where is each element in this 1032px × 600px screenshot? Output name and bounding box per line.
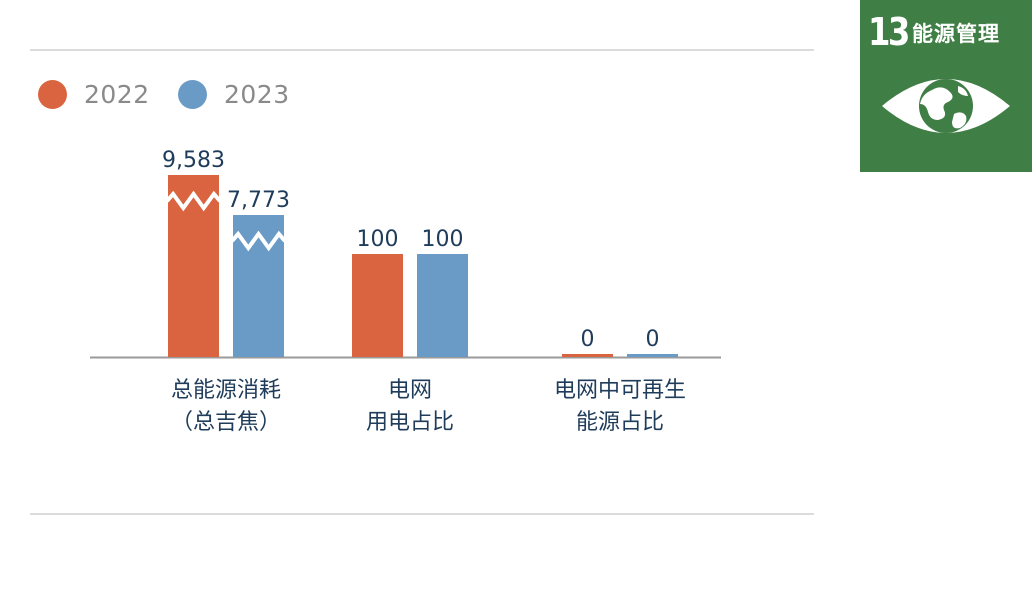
axis-break-mark [165, 190, 222, 212]
badge-number: 13 [868, 10, 910, 54]
data-label-2023-2: 0 [646, 327, 660, 352]
legend-label-2022: 2022 [84, 80, 150, 109]
axis-break-mark [230, 230, 287, 252]
badge-title: 能源管理 [912, 22, 1000, 46]
top-divider [30, 49, 814, 51]
data-label-2023-1: 100 [422, 227, 464, 252]
category-label-2-line-0: 电网中可再生 [554, 378, 686, 403]
legend-label-2023: 2023 [224, 80, 290, 109]
category-label-2-line-1: 能源占比 [576, 410, 664, 435]
category-label-0-line-0: 总能源消耗 [171, 378, 281, 403]
category-label-1-line-0: 电网 [388, 378, 432, 403]
legend-swatch-2023 [178, 80, 207, 109]
legend-item-2022: 2022 [38, 80, 150, 109]
sdg-badge: 13 能源管理 [860, 0, 1032, 172]
legend-swatch-2022 [38, 80, 67, 109]
bar-2022-2 [562, 354, 613, 357]
data-label-2022-2: 0 [581, 327, 595, 352]
data-label-2023-0: 7,773 [227, 188, 290, 213]
category-label-0-line-1: （总吉焦） [171, 410, 281, 435]
bar-2022-1 [352, 254, 403, 357]
data-label-2022-0: 9,583 [162, 148, 225, 173]
bar-2023-2 [627, 354, 678, 357]
data-label-2022-1: 100 [357, 227, 399, 252]
legend-item-2023: 2023 [178, 80, 290, 109]
bottom-divider [30, 513, 814, 515]
category-label-1-line-1: 用电占比 [366, 410, 454, 435]
bar-2023-1 [417, 254, 468, 357]
bar-2022-0 [168, 175, 219, 357]
eye-globe-icon [882, 79, 1010, 133]
